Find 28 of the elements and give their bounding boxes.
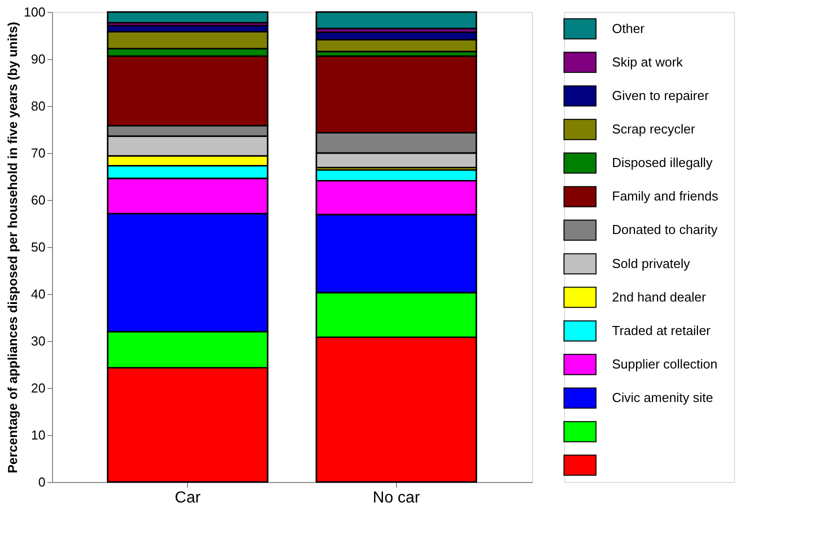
legend-label: Given to repairer — [612, 88, 710, 103]
y-tick-label: 0 — [38, 474, 46, 490]
legend-label: Civic amenity site — [612, 390, 714, 406]
bar — [316, 11, 478, 30]
y-tick-label: 80 — [31, 98, 46, 114]
legend-label: Disposed illegally — [612, 155, 713, 170]
y-tick-label: 10 — [31, 428, 46, 442]
y-tick-label: 70 — [31, 146, 46, 160]
y-tick-label: 50 — [31, 240, 46, 254]
legend-label: Sold privately — [612, 256, 691, 271]
legend-label: Other — [612, 20, 646, 36]
legend-label: Scrap recycler — [612, 122, 696, 136]
bar — [106, 11, 268, 24]
y-tick-label: 20 — [31, 380, 46, 396]
y-tick-label: 60 — [31, 192, 46, 208]
legend-label: Donated to charity — [612, 222, 718, 238]
legend-label: Family and friends — [612, 188, 719, 204]
x-tick-label: Car — [174, 490, 202, 506]
y-tick-label: 90 — [31, 52, 46, 66]
y-axis-title: Percentage of appliances disposed per household in five years (by units) — [4, 22, 20, 474]
legend-label: Supplier collection — [612, 356, 718, 372]
y-tick-label: 100 — [24, 4, 46, 20]
legend-label: Skip at work — [612, 54, 684, 70]
x-tick-label: No car — [372, 490, 421, 506]
legend-label: Traded at retailer — [612, 322, 712, 338]
y-tick-label: 40 — [31, 286, 46, 302]
legend-label: 2nd hand dealer — [612, 289, 707, 304]
y-tick-label: 30 — [31, 334, 46, 348]
